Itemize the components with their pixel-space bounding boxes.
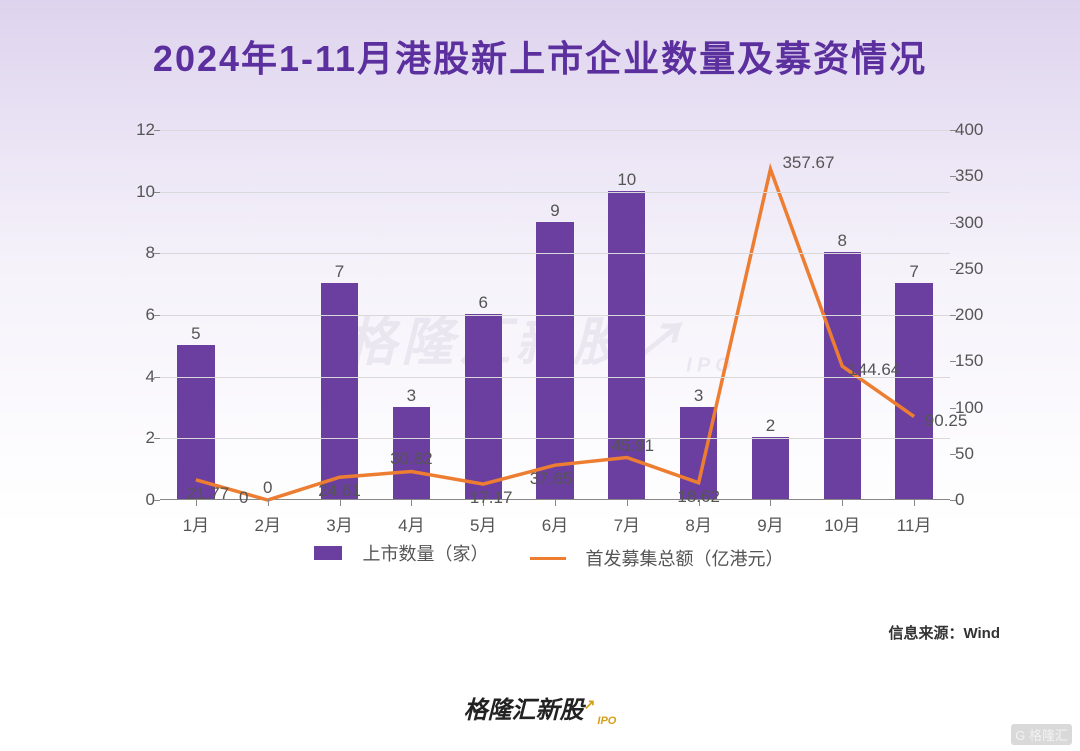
chart: 507369103287 024681012050100150200250300… [120, 120, 990, 580]
line-value-label: 30.82 [390, 449, 433, 469]
gridline [160, 192, 950, 193]
line-value-label: 45.91 [612, 436, 655, 456]
ytick-right: 250 [955, 259, 1005, 279]
gridline [160, 438, 950, 439]
ytick-left: 0 [115, 490, 155, 510]
bar-swatch [314, 546, 342, 560]
line-value-label: 21.77 [187, 484, 230, 504]
ytick-right: 0 [955, 490, 1005, 510]
ytick-left: 6 [115, 305, 155, 325]
watermark-bottom-right: G 格隆汇 [1011, 724, 1072, 745]
ytick-left: 12 [115, 120, 155, 140]
line-value-label: 37.65 [530, 469, 573, 489]
line-value-label: 144.64 [848, 360, 900, 380]
line-value-label: 0 [239, 488, 248, 508]
line-series [196, 169, 914, 500]
gridline [160, 253, 950, 254]
ytick-left: 10 [115, 182, 155, 202]
brand-footer: 格隆汇新股↗IPO [0, 690, 1080, 727]
ytick-right: 400 [955, 120, 1005, 140]
ytick-left: 4 [115, 367, 155, 387]
gridline [160, 130, 950, 131]
line-value-label: 357.67 [782, 153, 834, 173]
line-value-label: 18.62 [677, 487, 720, 507]
line-value-label: 24.61 [318, 481, 361, 501]
plot-area: 507369103287 024681012050100150200250300… [160, 130, 950, 500]
chart-title: 2024年1-11月港股新上市企业数量及募资情况 [0, 0, 1080, 82]
legend: 上市数量（家） 首发募集总额（亿港元） [120, 540, 990, 571]
gridline [160, 377, 950, 378]
line-swatch [530, 557, 566, 561]
ytick-left: 2 [115, 428, 155, 448]
gridline [160, 315, 950, 316]
legend-line-label: 首发募集总额（亿港元） [586, 545, 784, 571]
ytick-right: 300 [955, 213, 1005, 233]
ytick-right: 150 [955, 351, 1005, 371]
ytick-left: 8 [115, 243, 155, 263]
ytick-right: 50 [955, 444, 1005, 464]
legend-bar-label: 上市数量（家） [362, 540, 488, 566]
legend-bar: 上市数量（家） [314, 540, 500, 566]
line-value-label: 17.17 [470, 488, 513, 508]
ytick-right: 350 [955, 166, 1005, 186]
source-label: 信息来源：Wind [888, 622, 1000, 643]
ytick-right: 200 [955, 305, 1005, 325]
line-value-label: 90.25 [925, 411, 968, 431]
legend-line: 首发募集总额（亿港元） [530, 545, 796, 571]
